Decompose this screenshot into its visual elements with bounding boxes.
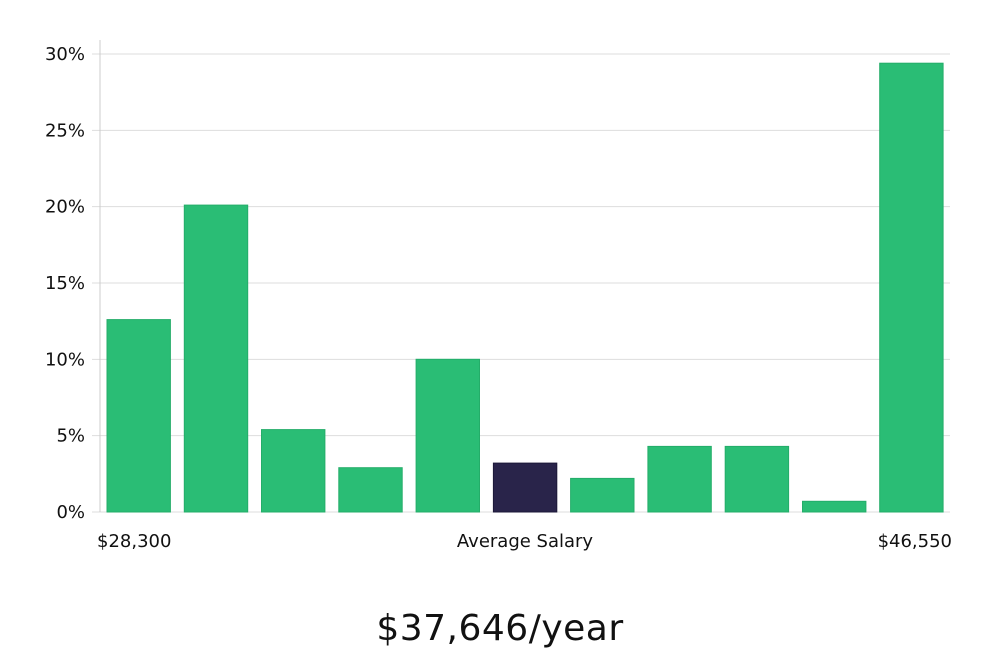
- x-center-label: Average Salary: [457, 531, 594, 552]
- bar: [879, 62, 944, 513]
- x-min-label: $28,300: [97, 531, 171, 552]
- bar: [802, 500, 867, 513]
- average-salary-value: $37,646/year: [376, 608, 624, 649]
- y-tick-label: 5%: [56, 426, 85, 447]
- bar: [106, 319, 171, 513]
- bar: [415, 358, 481, 513]
- y-tick-label: 20%: [45, 197, 85, 218]
- bars: [106, 62, 944, 513]
- bar: [570, 477, 635, 513]
- y-axis-ticks: 0% 5% 10% 15% 20% 25% 30%: [45, 44, 85, 523]
- bar: [338, 467, 403, 513]
- y-tick-label: 25%: [45, 120, 85, 141]
- y-tick-label: 0%: [56, 502, 85, 523]
- x-max-label: $46,550: [878, 531, 952, 552]
- bar: [724, 445, 790, 513]
- y-tick-label: 10%: [45, 349, 85, 370]
- bar-average-salary: [492, 462, 558, 513]
- bar: [183, 204, 249, 513]
- y-tick-label: 15%: [45, 273, 85, 294]
- y-tick-label: 30%: [45, 44, 85, 65]
- bar: [261, 429, 326, 513]
- bar: [647, 445, 712, 513]
